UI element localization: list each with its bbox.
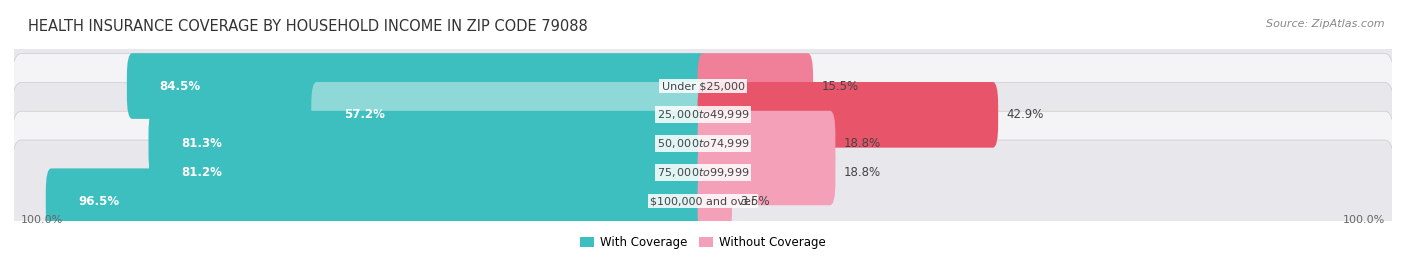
Text: $100,000 and over: $100,000 and over	[650, 196, 756, 206]
FancyBboxPatch shape	[149, 140, 709, 205]
FancyBboxPatch shape	[149, 111, 709, 177]
Text: 96.5%: 96.5%	[79, 195, 120, 208]
Text: $25,000 to $49,999: $25,000 to $49,999	[657, 108, 749, 121]
Legend: With Coverage, Without Coverage: With Coverage, Without Coverage	[575, 231, 831, 254]
FancyBboxPatch shape	[697, 168, 733, 234]
FancyBboxPatch shape	[11, 25, 1395, 147]
FancyBboxPatch shape	[11, 140, 1395, 262]
FancyBboxPatch shape	[11, 54, 1395, 176]
FancyBboxPatch shape	[697, 53, 813, 119]
FancyBboxPatch shape	[697, 82, 998, 148]
FancyBboxPatch shape	[46, 168, 709, 234]
Text: Under $25,000: Under $25,000	[661, 81, 745, 91]
Text: 42.9%: 42.9%	[1007, 108, 1043, 121]
FancyBboxPatch shape	[311, 82, 709, 148]
Text: 100.0%: 100.0%	[21, 215, 63, 225]
FancyBboxPatch shape	[11, 82, 1395, 205]
Text: $75,000 to $99,999: $75,000 to $99,999	[657, 166, 749, 179]
Text: 84.5%: 84.5%	[159, 80, 201, 93]
Text: $50,000 to $74,999: $50,000 to $74,999	[657, 137, 749, 150]
Text: 18.8%: 18.8%	[844, 137, 880, 150]
Text: 100.0%: 100.0%	[1343, 215, 1385, 225]
Text: Source: ZipAtlas.com: Source: ZipAtlas.com	[1267, 19, 1385, 29]
Text: 81.3%: 81.3%	[181, 137, 222, 150]
FancyBboxPatch shape	[11, 111, 1395, 234]
FancyBboxPatch shape	[127, 53, 709, 119]
Text: 3.5%: 3.5%	[740, 195, 769, 208]
Text: 81.2%: 81.2%	[181, 166, 222, 179]
FancyBboxPatch shape	[697, 111, 835, 177]
Text: 18.8%: 18.8%	[844, 166, 880, 179]
FancyBboxPatch shape	[697, 140, 835, 205]
Text: 57.2%: 57.2%	[343, 108, 385, 121]
Text: HEALTH INSURANCE COVERAGE BY HOUSEHOLD INCOME IN ZIP CODE 79088: HEALTH INSURANCE COVERAGE BY HOUSEHOLD I…	[28, 19, 588, 34]
Text: 15.5%: 15.5%	[821, 80, 858, 93]
